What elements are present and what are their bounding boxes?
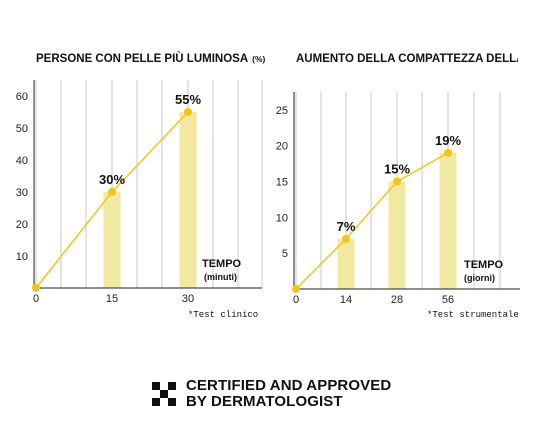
chart1-bars bbox=[103, 112, 197, 288]
chart1-title-unit: (%) bbox=[252, 54, 265, 64]
chart1-x-axis-unit: (minuti) bbox=[204, 272, 237, 282]
chart-firmness: AUMENTO DELLA COMPATTEZZA DELLA PELLE (%… bbox=[276, 53, 533, 320]
y-tick-label: 50 bbox=[16, 123, 28, 135]
y-tick-label: 20 bbox=[16, 219, 28, 231]
y-tick-label: 10 bbox=[16, 251, 28, 263]
chart2-trend-line bbox=[292, 148, 452, 293]
chart2-gridlines bbox=[295, 92, 501, 289]
chart-brightness: PERSONE CON PELLE PIÙ LUMINOSA (%) 10 20 30… bbox=[16, 52, 266, 320]
y-tick-label: 60 bbox=[16, 91, 28, 103]
x-tick-label: 28 bbox=[391, 294, 403, 306]
x-tick-label: 14 bbox=[340, 294, 352, 306]
y-tick-label: 40 bbox=[16, 155, 28, 167]
bar-56 bbox=[439, 152, 457, 289]
chart1-gridlines bbox=[35, 80, 263, 288]
certification-text: CERTIFIED AND APPROVED BY DERMATOLOGIST bbox=[186, 378, 391, 410]
chart2-x-axis-unit: (giorni) bbox=[464, 273, 495, 283]
chart2-y-ticks: 5 10 15 20 25 bbox=[276, 105, 288, 260]
x-tick-label: 15 bbox=[106, 293, 118, 305]
chart1-x-axis-label: TEMPO bbox=[202, 258, 242, 270]
data-point-56 bbox=[444, 148, 452, 157]
data-label-56: 19% bbox=[435, 133, 461, 148]
trend-polyline bbox=[295, 152, 449, 290]
data-point-0 bbox=[292, 285, 300, 293]
checker-icon bbox=[152, 382, 176, 406]
bar-14 bbox=[337, 238, 355, 289]
chart1-x-ticks: 0 15 30 bbox=[33, 293, 194, 305]
bar-15 bbox=[103, 192, 121, 288]
data-label-30: 55% bbox=[175, 92, 201, 107]
bar-28 bbox=[388, 181, 406, 289]
certification-line-2: BY DERMATOLOGIST bbox=[186, 393, 343, 410]
chart2-footnote: *Test strumentale bbox=[427, 310, 519, 320]
y-tick-label: 20 bbox=[276, 141, 288, 153]
bar-30 bbox=[179, 112, 197, 288]
y-tick-label: 30 bbox=[16, 187, 28, 199]
chart1-title-main: PERSONE CON PELLE PIÙ LUMINOSA bbox=[36, 52, 248, 65]
chart1-y-ticks: 10 20 30 40 50 60 bbox=[16, 91, 28, 263]
chart1-footnote: *Test clinico bbox=[188, 310, 258, 320]
x-tick-label: 0 bbox=[293, 294, 299, 306]
y-tick-label: 15 bbox=[276, 177, 288, 189]
chart2-x-axis-label: TEMPO bbox=[464, 259, 504, 271]
chart2-title-clip: AUMENTO DELLA COMPATTEZZA DELLA PELLE (%… bbox=[296, 53, 533, 65]
y-tick-label: 5 bbox=[282, 248, 288, 260]
chart2-x-ticks: 0 14 28 56 bbox=[293, 294, 454, 306]
chart1-axes bbox=[33, 80, 262, 289]
x-tick-label: 0 bbox=[33, 293, 39, 305]
chart1-title: PERSONE CON PELLE PIÙ LUMINOSA (%) bbox=[36, 52, 266, 65]
data-label-28: 15% bbox=[384, 162, 410, 177]
data-label-14: 7% bbox=[337, 219, 356, 234]
data-label-15: 30% bbox=[99, 172, 125, 187]
chart2-bars bbox=[337, 152, 457, 289]
x-tick-label: 30 bbox=[182, 293, 194, 305]
chart1-data-labels: 30% 55% bbox=[99, 92, 201, 187]
chart1-trend-line bbox=[32, 108, 192, 292]
data-point-14 bbox=[342, 234, 350, 243]
chart2-data-labels: 7% 15% 19% bbox=[337, 133, 462, 234]
certification-badge: CERTIFIED AND APPROVED BY DERMATOLOGIST bbox=[152, 378, 391, 410]
x-tick-label: 56 bbox=[442, 294, 454, 306]
data-point-28 bbox=[393, 177, 401, 186]
y-tick-label: 10 bbox=[276, 212, 288, 224]
chart2-axes bbox=[293, 92, 520, 290]
data-point-0 bbox=[32, 284, 40, 292]
data-point-30 bbox=[184, 108, 192, 116]
y-tick-label: 25 bbox=[276, 105, 288, 117]
chart2-title: AUMENTO DELLA COMPATTEZZA DELLA PELLE (%… bbox=[296, 53, 533, 65]
certification-line-1: CERTIFIED AND APPROVED bbox=[186, 377, 392, 394]
data-point-15 bbox=[108, 188, 116, 196]
